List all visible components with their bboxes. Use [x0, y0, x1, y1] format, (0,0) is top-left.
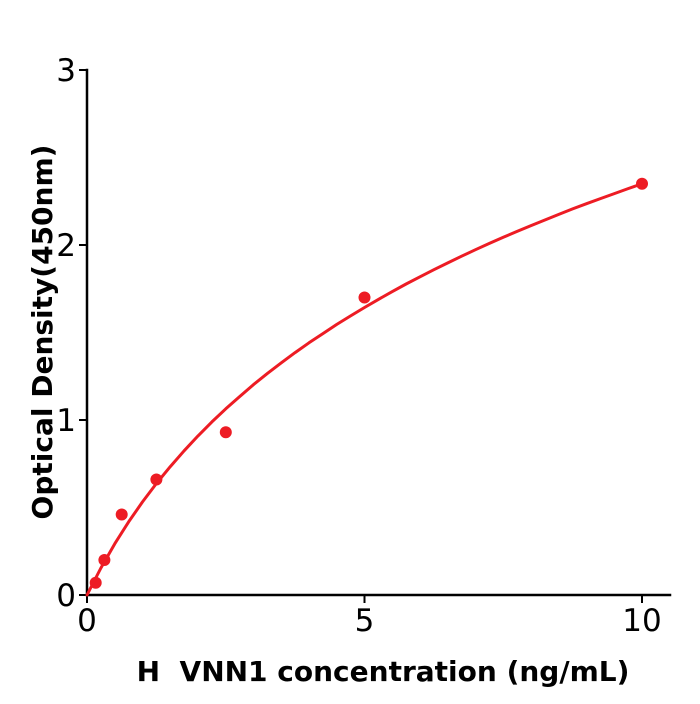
fit-curve-path	[85, 182, 644, 597]
y-tick-label: 0	[56, 578, 76, 614]
y-tick-label: 1	[56, 403, 76, 439]
y-axis-title: Optical Density(450nm)	[26, 145, 59, 520]
y-tick-label: 2	[56, 228, 76, 264]
x-axis-title: H VNN1 concentration (ng/mL)	[137, 655, 630, 688]
data-point	[219, 426, 232, 439]
data-point	[115, 508, 128, 521]
data-point	[150, 473, 163, 486]
data-layer	[85, 177, 648, 597]
y-tick-label: 3	[56, 53, 76, 89]
x-tick-label: 0	[77, 603, 97, 639]
axes-layer: 0 5 10 0 1 2 3	[56, 53, 672, 639]
x-tick-label: 10	[622, 603, 661, 639]
x-tick-label: 5	[355, 603, 375, 639]
data-point	[358, 291, 371, 304]
